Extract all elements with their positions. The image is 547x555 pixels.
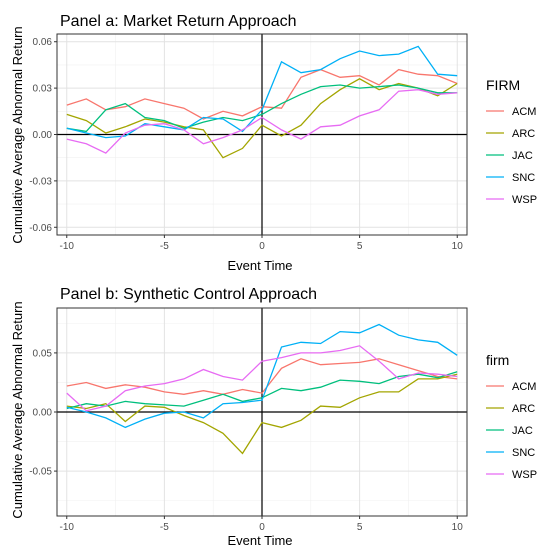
panel-b-legend-label-snc: SNC [512, 447, 535, 459]
panel-a-legend-label-jac: JAC [512, 150, 533, 162]
panel-a-x-tick-label: -10 [60, 241, 75, 252]
panel-b-legend-label-jac: JAC [512, 425, 533, 437]
panel-b-x-tick-label: -5 [160, 522, 169, 533]
panel-a-y-tick-label: -0.03 [29, 176, 52, 187]
panel-b-x-tick-label: 0 [259, 522, 265, 533]
panel-b-legend-title: firm [486, 352, 509, 368]
panel-a-y-tick-label: 0.06 [33, 37, 53, 48]
panel-a-series-snc [66, 45, 458, 139]
panel-b-legend-label-arc: ARC [512, 403, 535, 415]
panel-b-xlabel: Event Time [227, 533, 292, 548]
panel-a-x-tick-label: 0 [259, 241, 265, 252]
panel-b-y-tick-label: 0.00 [33, 408, 53, 419]
panel-b-title: Panel b: Synthetic Control Approach [60, 286, 317, 303]
panel-a-y-tick-label: -0.06 [29, 223, 52, 234]
panel-a-legend-label-arc: ARC [512, 128, 535, 140]
panel-b-series-jac [66, 371, 458, 410]
panel-a-legend-title: FIRM [486, 77, 520, 93]
panel-a-series-jac [66, 84, 458, 133]
panel-b-x-tick-label: -10 [60, 522, 75, 533]
panel-a: Panel a: Market Return Approach Cumulati… [0, 0, 547, 275]
panel-a-legend-label-snc: SNC [512, 172, 535, 184]
panel-b-x-tick-label: 5 [357, 522, 363, 533]
panel-a-x-tick-label: 5 [357, 241, 363, 252]
panel-a-plot-area: -10 -5 0 5 10 -0.06 -0.03 0.00 0.03 0.06 ACM ARC JAC… [29, 33, 537, 252]
panel-b-plot-area: -10 -5 0 5 10 -0.05 0.00 0.05 ACM ARC JAC SNC WSP [29, 307, 537, 533]
panel-a-series-acm [66, 68, 458, 120]
panel-a-ylabel: Cumulative Average Abnormal Return [10, 26, 25, 243]
panel-b-legend-label-acm: ACM [512, 381, 536, 393]
panel-b: Panel b: Synthetic Control Approach Cumu… [0, 275, 547, 550]
panel-a-y-tick-label: 0.00 [33, 130, 53, 141]
panel-b-ylabel: Cumulative Average Abnormal Return [10, 301, 25, 518]
panel-b-series-snc [66, 323, 458, 429]
panel-a-legend-label-acm: ACM [512, 106, 536, 118]
panel-b-series-wsp [66, 345, 458, 412]
panel-b-legend-label-wsp: WSP [512, 469, 537, 481]
panel-b-series-arc [66, 373, 458, 455]
panel-a-chart: Panel a: Market Return Approach Cumulati… [10, 13, 537, 273]
panel-a-x-tick-label: 10 [452, 241, 464, 252]
panel-a-title: Panel a: Market Return Approach [60, 13, 297, 30]
panel-b-y-tick-label: 0.05 [33, 348, 53, 359]
panel-b-x-tick-label: 10 [452, 522, 464, 533]
panel-b-series-acm [66, 358, 458, 395]
panel-a-x-tick-label: -5 [160, 241, 169, 252]
panel-a-xlabel: Event Time [227, 258, 292, 273]
panel-a-y-tick-label: 0.03 [33, 84, 53, 95]
panel-b-chart: Panel b: Synthetic Control Approach Cumu… [10, 286, 537, 548]
panel-a-series-wsp [66, 89, 458, 154]
panel-b-y-tick-label: -0.05 [29, 467, 52, 478]
panel-a-legend-label-wsp: WSP [512, 194, 537, 206]
